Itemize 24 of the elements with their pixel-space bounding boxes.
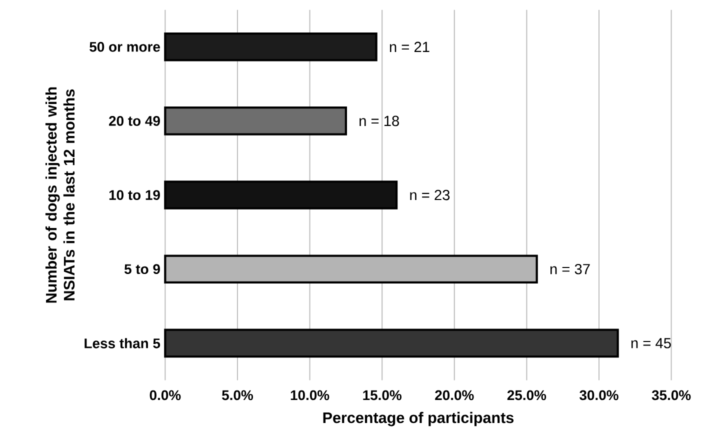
y-tick-label: Less than 5 [84, 338, 160, 348]
x-tick-label: 35.0% [652, 390, 691, 400]
x-tick-label: 25.0% [507, 390, 546, 400]
annotation: n = 21 [390, 42, 430, 52]
y-tick-label: 5 to 9 [124, 264, 160, 274]
bar [164, 328, 619, 358]
x-tick-label: 30.0% [580, 390, 618, 400]
x-tick-label: 20.0% [435, 390, 474, 400]
annotation: n = 23 [410, 190, 450, 200]
x-tick-label: 15.0% [363, 390, 402, 400]
y-axis-title: Number of dogs injected with NSIATs in the last 12 months [45, 88, 75, 303]
bar [164, 32, 378, 62]
y-tick-label: 10 to 19 [109, 190, 160, 200]
annotation: n = 45 [631, 338, 671, 348]
x-tick-label: 5.0% [222, 390, 253, 400]
y-tick-label: 20 to 49 [109, 116, 160, 126]
annotation: n = 37 [550, 264, 590, 274]
bar [164, 180, 398, 210]
bar [164, 106, 347, 136]
y-tick-label: 50 or more [90, 42, 160, 52]
x-axis-title: Percentage of participants [323, 412, 514, 426]
x-tick-label: 10.0% [290, 390, 330, 400]
annotation: n = 18 [360, 116, 399, 126]
x-tick-label: 0.0% [150, 390, 181, 400]
